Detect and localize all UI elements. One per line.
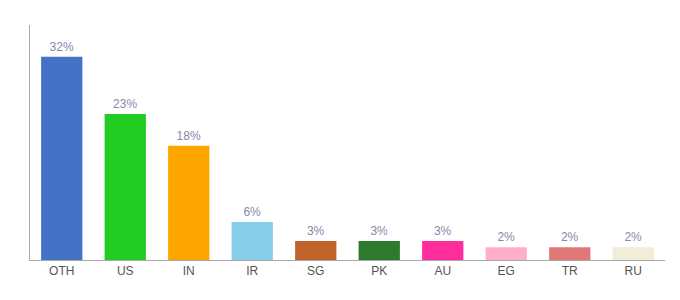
svg-text:3%: 3% <box>434 224 452 238</box>
svg-text:32%: 32% <box>50 40 74 54</box>
svg-text:6%: 6% <box>243 205 261 219</box>
svg-text:AU: AU <box>434 264 451 278</box>
svg-text:RU: RU <box>625 264 642 278</box>
svg-text:SG: SG <box>307 264 324 278</box>
svg-text:18%: 18% <box>177 129 201 143</box>
svg-text:US: US <box>117 264 134 278</box>
svg-text:PK: PK <box>371 264 387 278</box>
svg-text:IN: IN <box>183 264 195 278</box>
svg-text:EG: EG <box>498 264 515 278</box>
svg-text:23%: 23% <box>113 97 137 111</box>
svg-text:IR: IR <box>246 264 258 278</box>
svg-text:2%: 2% <box>497 230 515 244</box>
svg-text:3%: 3% <box>370 224 388 238</box>
svg-text:TR: TR <box>562 264 578 278</box>
svg-text:OTH: OTH <box>49 264 74 278</box>
svg-text:2%: 2% <box>561 230 579 244</box>
svg-text:2%: 2% <box>624 230 642 244</box>
svg-text:3%: 3% <box>307 224 325 238</box>
